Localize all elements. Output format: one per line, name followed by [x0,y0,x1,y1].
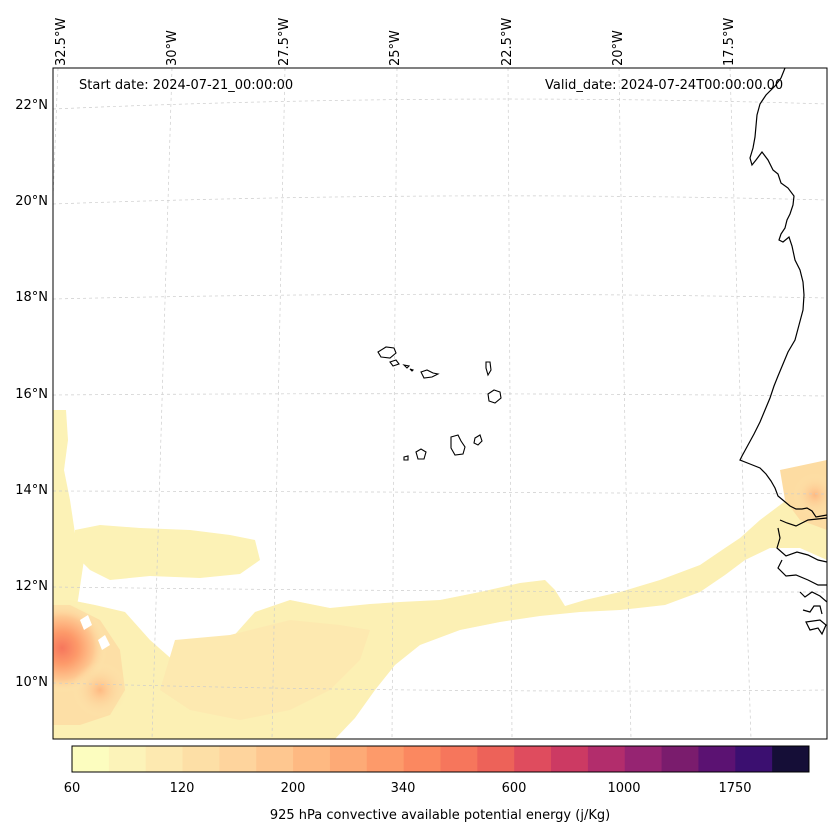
colorbar-segment [661,746,699,772]
lon-label: 27.5°W [277,17,292,66]
lat-label: 10°N [15,675,48,690]
colorbar-segment [219,746,257,772]
lat-label: 20°N [15,194,48,209]
colorbar-segment [551,746,589,772]
map-frame [52,67,828,740]
lat-label: 12°N [15,579,48,594]
colorbar-segment [145,746,184,772]
colorbar-segment [256,746,294,772]
colorbar-title: 925 hPa convective available potential e… [269,808,611,823]
colorbar-segment [403,746,441,772]
lat-label: 16°N [15,387,48,402]
lon-label: 32.5°W [54,17,69,66]
gridlines [53,68,827,739]
colorbar-tick-label: 120 [169,781,195,796]
colorbar-tick-label: 200 [280,781,306,796]
cape-fill [53,410,827,739]
start-date-label: Start date: 2024-07-21_00:00:00 [79,78,294,93]
lat-label: 22°N [15,98,48,113]
lon-label: 25°W [388,30,403,66]
colorbar-segment [477,746,515,772]
map-area [53,68,827,739]
lon-label: 20°W [611,30,626,66]
lon-label: 22.5°W [500,17,515,66]
colorbar-segment [698,746,736,772]
lon-label: 30°W [165,30,180,66]
colorbar-segment [72,746,110,772]
colorbar-tick-label: 60 [63,781,81,796]
lat-label: 14°N [15,483,48,498]
colorbar-segment [772,746,810,772]
colorbar [71,745,810,773]
colorbar-frame [71,745,810,773]
colorbar-segment [329,746,368,772]
colorbar-segment [587,746,626,772]
colorbar-tick-label: 1750 [718,781,752,796]
valid-date-label: Valid_date: 2024-07-24T00:00:00.00 [545,78,784,93]
africa-coastline [739,68,827,636]
colorbar-tick-label: 340 [390,781,416,796]
colorbar-segment [514,746,552,772]
colorbar-segment [293,746,331,772]
colorbar-tick-label: 1000 [607,781,641,796]
colorbar-segment [735,746,773,772]
lon-label: 17.5°W [722,17,737,66]
cape-verde-islands [377,346,502,461]
colorbar-segment [366,746,405,772]
colorbar-segment [108,746,147,772]
colorbar-segment [182,746,220,772]
lat-label: 18°N [15,290,48,305]
colorbar-segment [624,746,663,772]
colorbar-tick-label: 600 [501,781,527,796]
colorbar-segment [440,746,478,772]
